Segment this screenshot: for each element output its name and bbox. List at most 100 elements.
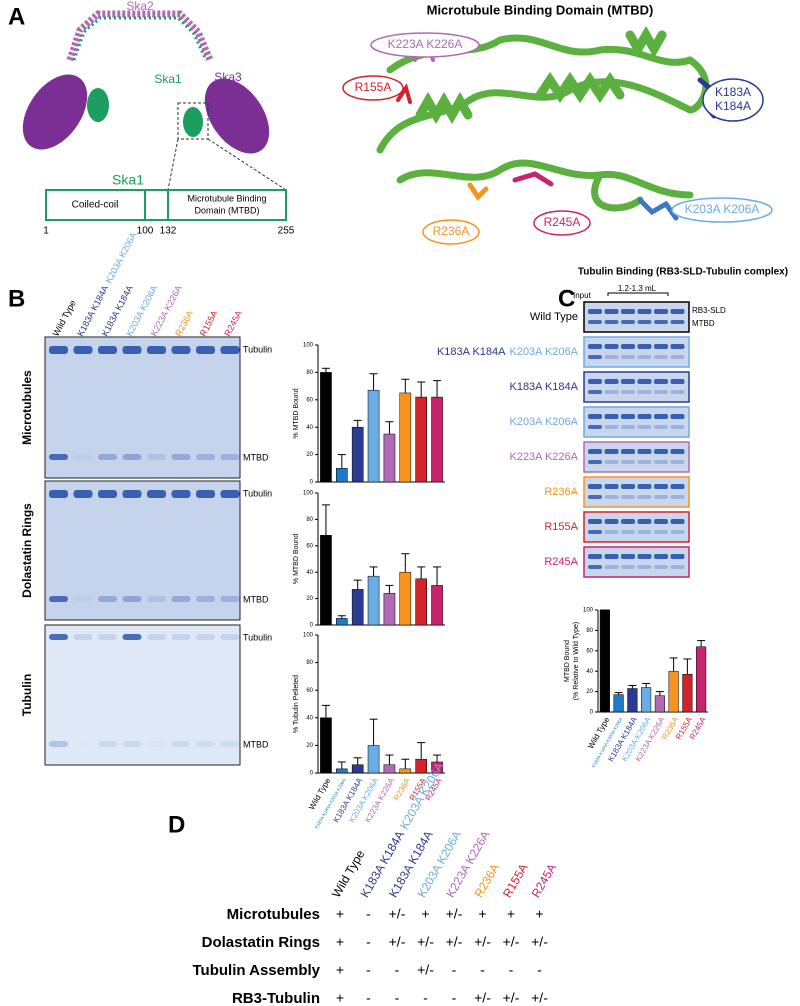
gel-band: [637, 425, 652, 429]
gel-band: [670, 414, 685, 419]
bar: [336, 618, 348, 626]
gel-band: [49, 490, 68, 498]
y-tick-label: 20: [586, 689, 593, 695]
y-tick-label: 80: [306, 517, 313, 523]
gel-band: [122, 346, 142, 354]
gel-band: [171, 490, 191, 498]
y-tick-label: 0: [310, 771, 314, 777]
bar: [415, 578, 427, 626]
gel-row-label: K223A K226A: [509, 451, 578, 463]
y-tick-label: 100: [303, 633, 314, 639]
bar: [320, 534, 332, 626]
gel-row-label: Microtubules: [20, 370, 34, 445]
gel-row-label-part: R155A: [544, 521, 578, 533]
gel-row-label: Tubulin: [20, 674, 34, 716]
gel-band: [621, 449, 635, 454]
lane-label-part: K203A K206A: [104, 231, 139, 285]
gel-band: [621, 460, 635, 464]
gel-band: [73, 346, 93, 354]
bar: [641, 687, 652, 713]
gel-band: [588, 449, 602, 454]
gel-band: [604, 519, 619, 524]
gel-band: [604, 460, 619, 464]
gel-band: [604, 344, 619, 349]
bar: [383, 764, 396, 774]
gel-band: [171, 596, 191, 602]
gel-band: [621, 355, 635, 359]
gel-band: [171, 741, 191, 747]
gel-band: [654, 530, 668, 534]
gel-band: [654, 425, 668, 429]
y-tick-label: 20: [306, 743, 313, 749]
mutation-outline: [533, 210, 591, 236]
band-label: MTBD: [243, 594, 269, 604]
bar: [367, 745, 380, 774]
gel-band: [604, 309, 619, 314]
input-label: Input: [573, 291, 592, 300]
bar: [336, 768, 348, 774]
row-label: Tubulin Assembly: [192, 962, 320, 979]
gel-row-label: R155A: [544, 521, 578, 533]
gel-band: [147, 490, 166, 498]
cell: -: [366, 934, 371, 950]
domain-title: Ska1: [112, 172, 144, 188]
gel-band: [73, 490, 93, 498]
y-tick-label: 60: [306, 688, 313, 694]
gel-band: [621, 320, 635, 324]
bar: [383, 433, 396, 483]
mtbd-domain-label: Domain (MTBD): [194, 205, 259, 215]
band-label: Tubulin: [243, 344, 272, 354]
gel-band: [220, 634, 240, 640]
gel-band: [654, 344, 668, 349]
gel-band: [196, 596, 215, 602]
gel-row-label: Dolastatin Rings: [20, 503, 34, 598]
gel-band: [588, 414, 602, 419]
cell: -: [366, 990, 371, 1006]
bar: [431, 585, 443, 626]
gel-band: [220, 454, 240, 460]
gel-band: [588, 390, 602, 394]
gel: [583, 301, 690, 333]
y-tick-label: 0: [590, 710, 594, 716]
gel-band: [220, 490, 240, 498]
gel-band: [588, 344, 602, 349]
gel-band: [588, 565, 602, 569]
gel-band: [604, 379, 619, 384]
ska1-left: [87, 88, 109, 122]
cell: +/-: [417, 962, 434, 978]
y-tick-label: 60: [306, 397, 313, 403]
gel: [583, 476, 690, 508]
y-tick-label: 60: [306, 543, 313, 549]
bar: [431, 396, 443, 483]
mtbd-domain-label: Microtubule Binding: [187, 193, 266, 203]
zoom-box: [177, 102, 209, 140]
gel-band: [654, 390, 668, 394]
coiled-coil-label: Coiled-coil: [72, 200, 119, 211]
helix: [535, 71, 625, 104]
cell: -: [423, 990, 428, 1006]
gel-band: [654, 565, 668, 569]
gel: [583, 546, 690, 578]
y-tick-label: 100: [303, 491, 314, 497]
gel-band: [98, 634, 117, 640]
gel-band: [654, 460, 668, 464]
gel: [583, 336, 690, 368]
band-label: RB3-SLD: [692, 306, 726, 315]
mutation-outline: [671, 197, 773, 223]
bar: [399, 571, 412, 626]
lane-label: R155A: [198, 309, 220, 338]
lane-label-part: R236A: [174, 309, 196, 338]
gel-band: [670, 425, 685, 429]
ska3-right: [204, 78, 270, 154]
cell: +/-: [446, 906, 463, 922]
gel-band: [670, 530, 685, 534]
band-label: MTBD: [243, 739, 269, 749]
lane-label-part: R245A: [223, 309, 245, 338]
gel-band: [49, 634, 68, 640]
gel-band: [122, 741, 142, 747]
gel: [44, 336, 241, 479]
gel-band: [637, 309, 652, 314]
row-label: Microtubules: [227, 906, 320, 923]
gel: [583, 511, 690, 543]
gel-band: [171, 634, 191, 640]
